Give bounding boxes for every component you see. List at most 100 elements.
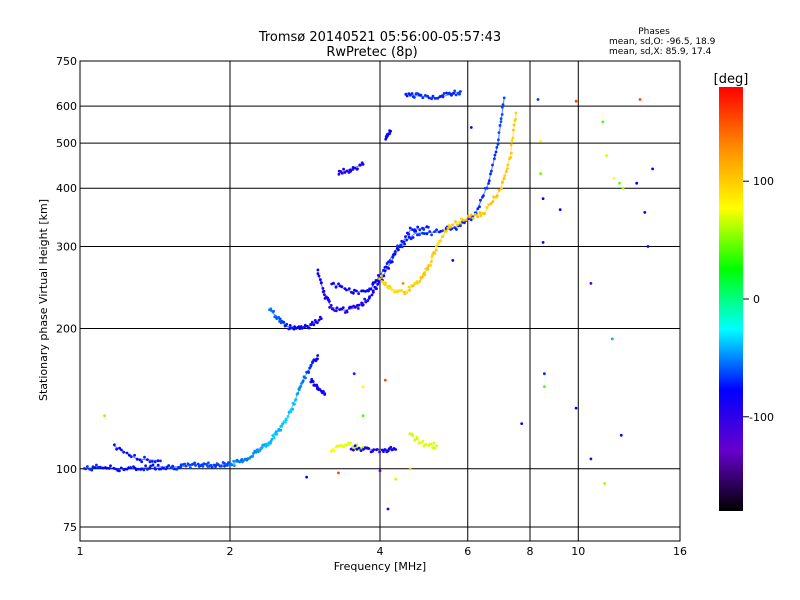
data-point (334, 285, 338, 289)
data-point (433, 97, 437, 100)
data-point (423, 94, 427, 97)
data-point (402, 240, 406, 244)
data-point (498, 124, 502, 127)
data-point (485, 186, 489, 190)
data-point (502, 177, 506, 181)
data-point (378, 450, 381, 454)
data-point (291, 407, 295, 411)
y-tick-label: 300 (56, 240, 77, 253)
data-point (463, 221, 466, 225)
data-point (368, 295, 371, 299)
data-point (400, 289, 403, 292)
data-point (451, 223, 454, 227)
data-point (411, 284, 415, 288)
data-point (407, 232, 411, 236)
data-point (252, 451, 255, 455)
data-point (506, 163, 510, 167)
data-point (541, 241, 545, 244)
data-point (442, 92, 446, 95)
data-point (456, 223, 459, 227)
data-point (277, 429, 280, 432)
data-point (485, 206, 489, 209)
data-point (140, 460, 144, 464)
data-point (329, 304, 333, 307)
data-point (389, 445, 393, 449)
data-point (284, 418, 288, 422)
data-point (416, 225, 420, 229)
x-tick-label: 1 (77, 545, 84, 558)
data-point (430, 255, 434, 259)
data-point (350, 305, 353, 309)
data-point (383, 265, 387, 269)
data-point (363, 297, 367, 301)
data-point (418, 228, 422, 232)
data-point (349, 441, 352, 445)
data-point (194, 464, 198, 467)
data-point (635, 181, 639, 185)
data-point (499, 120, 503, 123)
data-point (361, 414, 365, 418)
data-point (118, 446, 121, 450)
data-point (340, 285, 344, 288)
data-point (469, 213, 473, 217)
data-point (432, 441, 436, 445)
data-point (345, 310, 349, 314)
data-point (342, 445, 345, 449)
data-point (618, 181, 621, 185)
data-point (352, 372, 356, 376)
chart-subtitle: RwPretec (8p) (326, 45, 417, 60)
x-tick-label: 10 (571, 545, 585, 558)
data-point (651, 167, 654, 171)
data-point (401, 282, 405, 285)
data-point (319, 317, 323, 320)
trace-line (379, 112, 517, 293)
data-point (337, 172, 341, 176)
data-point (319, 278, 322, 282)
data-point (251, 454, 255, 458)
data-point (435, 444, 439, 448)
data-point (426, 268, 430, 271)
data-point (430, 442, 433, 446)
phases-title: Phases (638, 27, 670, 37)
data-point (361, 289, 365, 293)
data-point (500, 105, 504, 109)
data-points (82, 89, 654, 511)
data-point (430, 260, 433, 263)
y-tick-label: 200 (56, 323, 77, 336)
data-point (393, 250, 397, 253)
data-point (512, 128, 515, 132)
data-point (355, 289, 358, 293)
data-point (539, 139, 542, 143)
data-point (421, 439, 425, 443)
data-point (282, 320, 286, 324)
data-point (500, 113, 504, 116)
data-point (403, 242, 406, 246)
data-point (487, 179, 491, 183)
data-point (416, 281, 419, 285)
data-point (332, 281, 335, 285)
data-point (491, 163, 494, 167)
data-point (387, 287, 390, 290)
data-point (285, 322, 289, 326)
data-point (294, 398, 298, 401)
data-point (353, 166, 357, 170)
data-point (404, 235, 407, 239)
data-point (429, 264, 432, 267)
data-point (356, 167, 359, 171)
data-point (120, 448, 123, 452)
data-point (210, 465, 214, 469)
data-point (316, 354, 320, 357)
data-point (497, 138, 500, 142)
y-tick-label: 75 (63, 521, 77, 534)
data-point (135, 457, 139, 461)
data-point (337, 282, 340, 286)
data-point (372, 290, 375, 294)
data-point (275, 432, 279, 436)
data-point (358, 163, 362, 167)
data-point (293, 325, 296, 328)
data-point (332, 449, 336, 453)
data-point (425, 232, 429, 236)
data-point (322, 390, 325, 393)
data-point (159, 459, 162, 463)
data-point (341, 306, 345, 309)
